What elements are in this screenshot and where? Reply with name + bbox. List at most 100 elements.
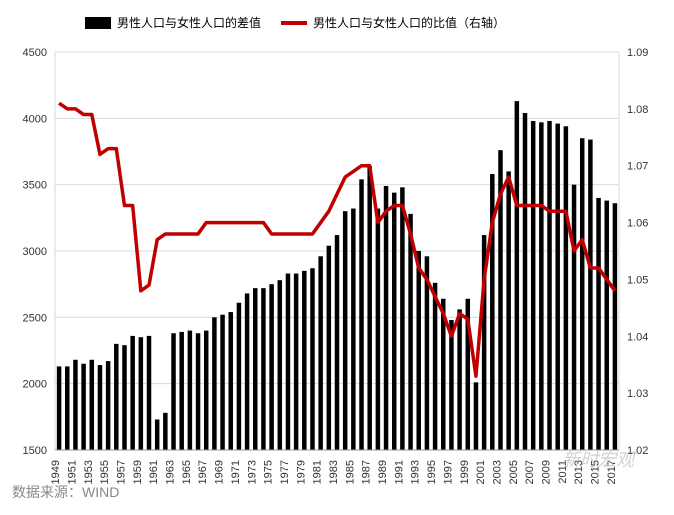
bar xyxy=(392,193,396,450)
bar xyxy=(376,209,380,450)
bar xyxy=(310,268,314,450)
x-tick: 1949 xyxy=(50,460,62,484)
bar xyxy=(114,344,118,450)
x-tick: 2007 xyxy=(524,460,536,484)
bar xyxy=(204,331,208,450)
bar xyxy=(245,293,249,450)
y-right-tick: 1.05 xyxy=(627,274,648,286)
x-tick: 1977 xyxy=(279,460,291,484)
x-tick: 2001 xyxy=(475,460,487,484)
bar xyxy=(367,166,371,450)
x-tick: 1957 xyxy=(115,460,127,484)
bar xyxy=(57,366,61,450)
bar xyxy=(433,283,437,450)
x-tick: 1995 xyxy=(426,460,438,484)
bar xyxy=(106,361,110,450)
y-left-tick: 3000 xyxy=(23,246,47,258)
bar xyxy=(580,138,584,450)
x-tick: 1997 xyxy=(442,460,454,484)
y-left-tick: 3500 xyxy=(23,180,47,192)
bar xyxy=(228,312,232,450)
bar xyxy=(261,288,265,450)
bar xyxy=(588,140,592,450)
bar xyxy=(474,382,478,450)
bar xyxy=(449,320,453,450)
x-tick: 1965 xyxy=(181,460,193,484)
bar xyxy=(515,101,519,450)
y-left-tick: 4500 xyxy=(23,47,47,59)
bar xyxy=(237,303,241,450)
bar xyxy=(613,203,617,450)
bar xyxy=(179,332,183,450)
x-tick: 1975 xyxy=(263,460,275,484)
bar xyxy=(253,288,257,450)
bar xyxy=(384,186,388,450)
bar xyxy=(65,366,69,450)
x-tick: 1983 xyxy=(328,460,340,484)
watermark: 新时宏观 xyxy=(562,446,634,472)
legend-label: 男性人口与女性人口的差值 xyxy=(117,15,261,30)
bar xyxy=(212,317,216,450)
bar xyxy=(343,211,347,450)
chart-svg: 15002000250030003500400045001.021.031.04… xyxy=(0,0,674,510)
y-left-tick: 4000 xyxy=(23,113,47,125)
y-left-tick: 2000 xyxy=(23,379,47,391)
bar xyxy=(302,271,306,450)
x-tick: 1987 xyxy=(361,460,373,484)
x-tick: 2003 xyxy=(491,460,503,484)
bar xyxy=(278,280,282,450)
y-right-tick: 1.03 xyxy=(627,388,648,400)
bar xyxy=(286,274,290,450)
bar xyxy=(457,309,461,450)
bar xyxy=(73,360,77,450)
bar xyxy=(188,331,192,450)
x-tick: 2009 xyxy=(541,460,553,484)
x-tick: 1999 xyxy=(459,460,471,484)
y-right-tick: 1.06 xyxy=(627,218,648,230)
x-tick: 1991 xyxy=(393,460,405,484)
x-tick: 1985 xyxy=(344,460,356,484)
bar xyxy=(98,365,102,450)
bar xyxy=(596,198,600,450)
x-tick: 1963 xyxy=(165,460,177,484)
bar xyxy=(155,419,159,450)
bar xyxy=(147,336,151,450)
x-tick: 1961 xyxy=(148,460,160,484)
chart-container: 15002000250030003500400045001.021.031.04… xyxy=(0,0,674,510)
bar xyxy=(163,413,167,450)
bar xyxy=(523,113,527,450)
bar xyxy=(547,121,551,450)
bar xyxy=(572,185,576,450)
source-label: 数据来源：WIND xyxy=(12,482,119,502)
bar xyxy=(335,235,339,450)
x-tick: 2005 xyxy=(508,460,520,484)
y-left-tick: 2500 xyxy=(23,312,47,324)
bar xyxy=(294,274,298,450)
y-right-tick: 1.04 xyxy=(627,331,648,343)
bar xyxy=(539,122,543,450)
bar xyxy=(359,179,363,450)
bar xyxy=(171,333,175,450)
x-tick: 1953 xyxy=(83,460,95,484)
x-tick: 1967 xyxy=(197,460,209,484)
x-tick: 1969 xyxy=(214,460,226,484)
bar xyxy=(604,201,608,450)
bar xyxy=(122,345,126,450)
bar xyxy=(400,187,404,450)
x-tick: 1989 xyxy=(377,460,389,484)
bar xyxy=(318,256,322,450)
x-tick: 1959 xyxy=(132,460,144,484)
bar xyxy=(408,214,412,450)
x-tick: 1973 xyxy=(246,460,258,484)
x-tick: 1981 xyxy=(312,460,324,484)
x-tick: 1955 xyxy=(99,460,111,484)
bar xyxy=(506,171,510,450)
bar xyxy=(351,209,355,450)
x-tick: 1979 xyxy=(295,460,307,484)
bar xyxy=(327,246,331,450)
x-tick: 1971 xyxy=(230,460,242,484)
bar xyxy=(531,121,535,450)
y-right-tick: 1.09 xyxy=(627,47,648,59)
bar xyxy=(220,315,224,450)
bar xyxy=(416,251,420,450)
